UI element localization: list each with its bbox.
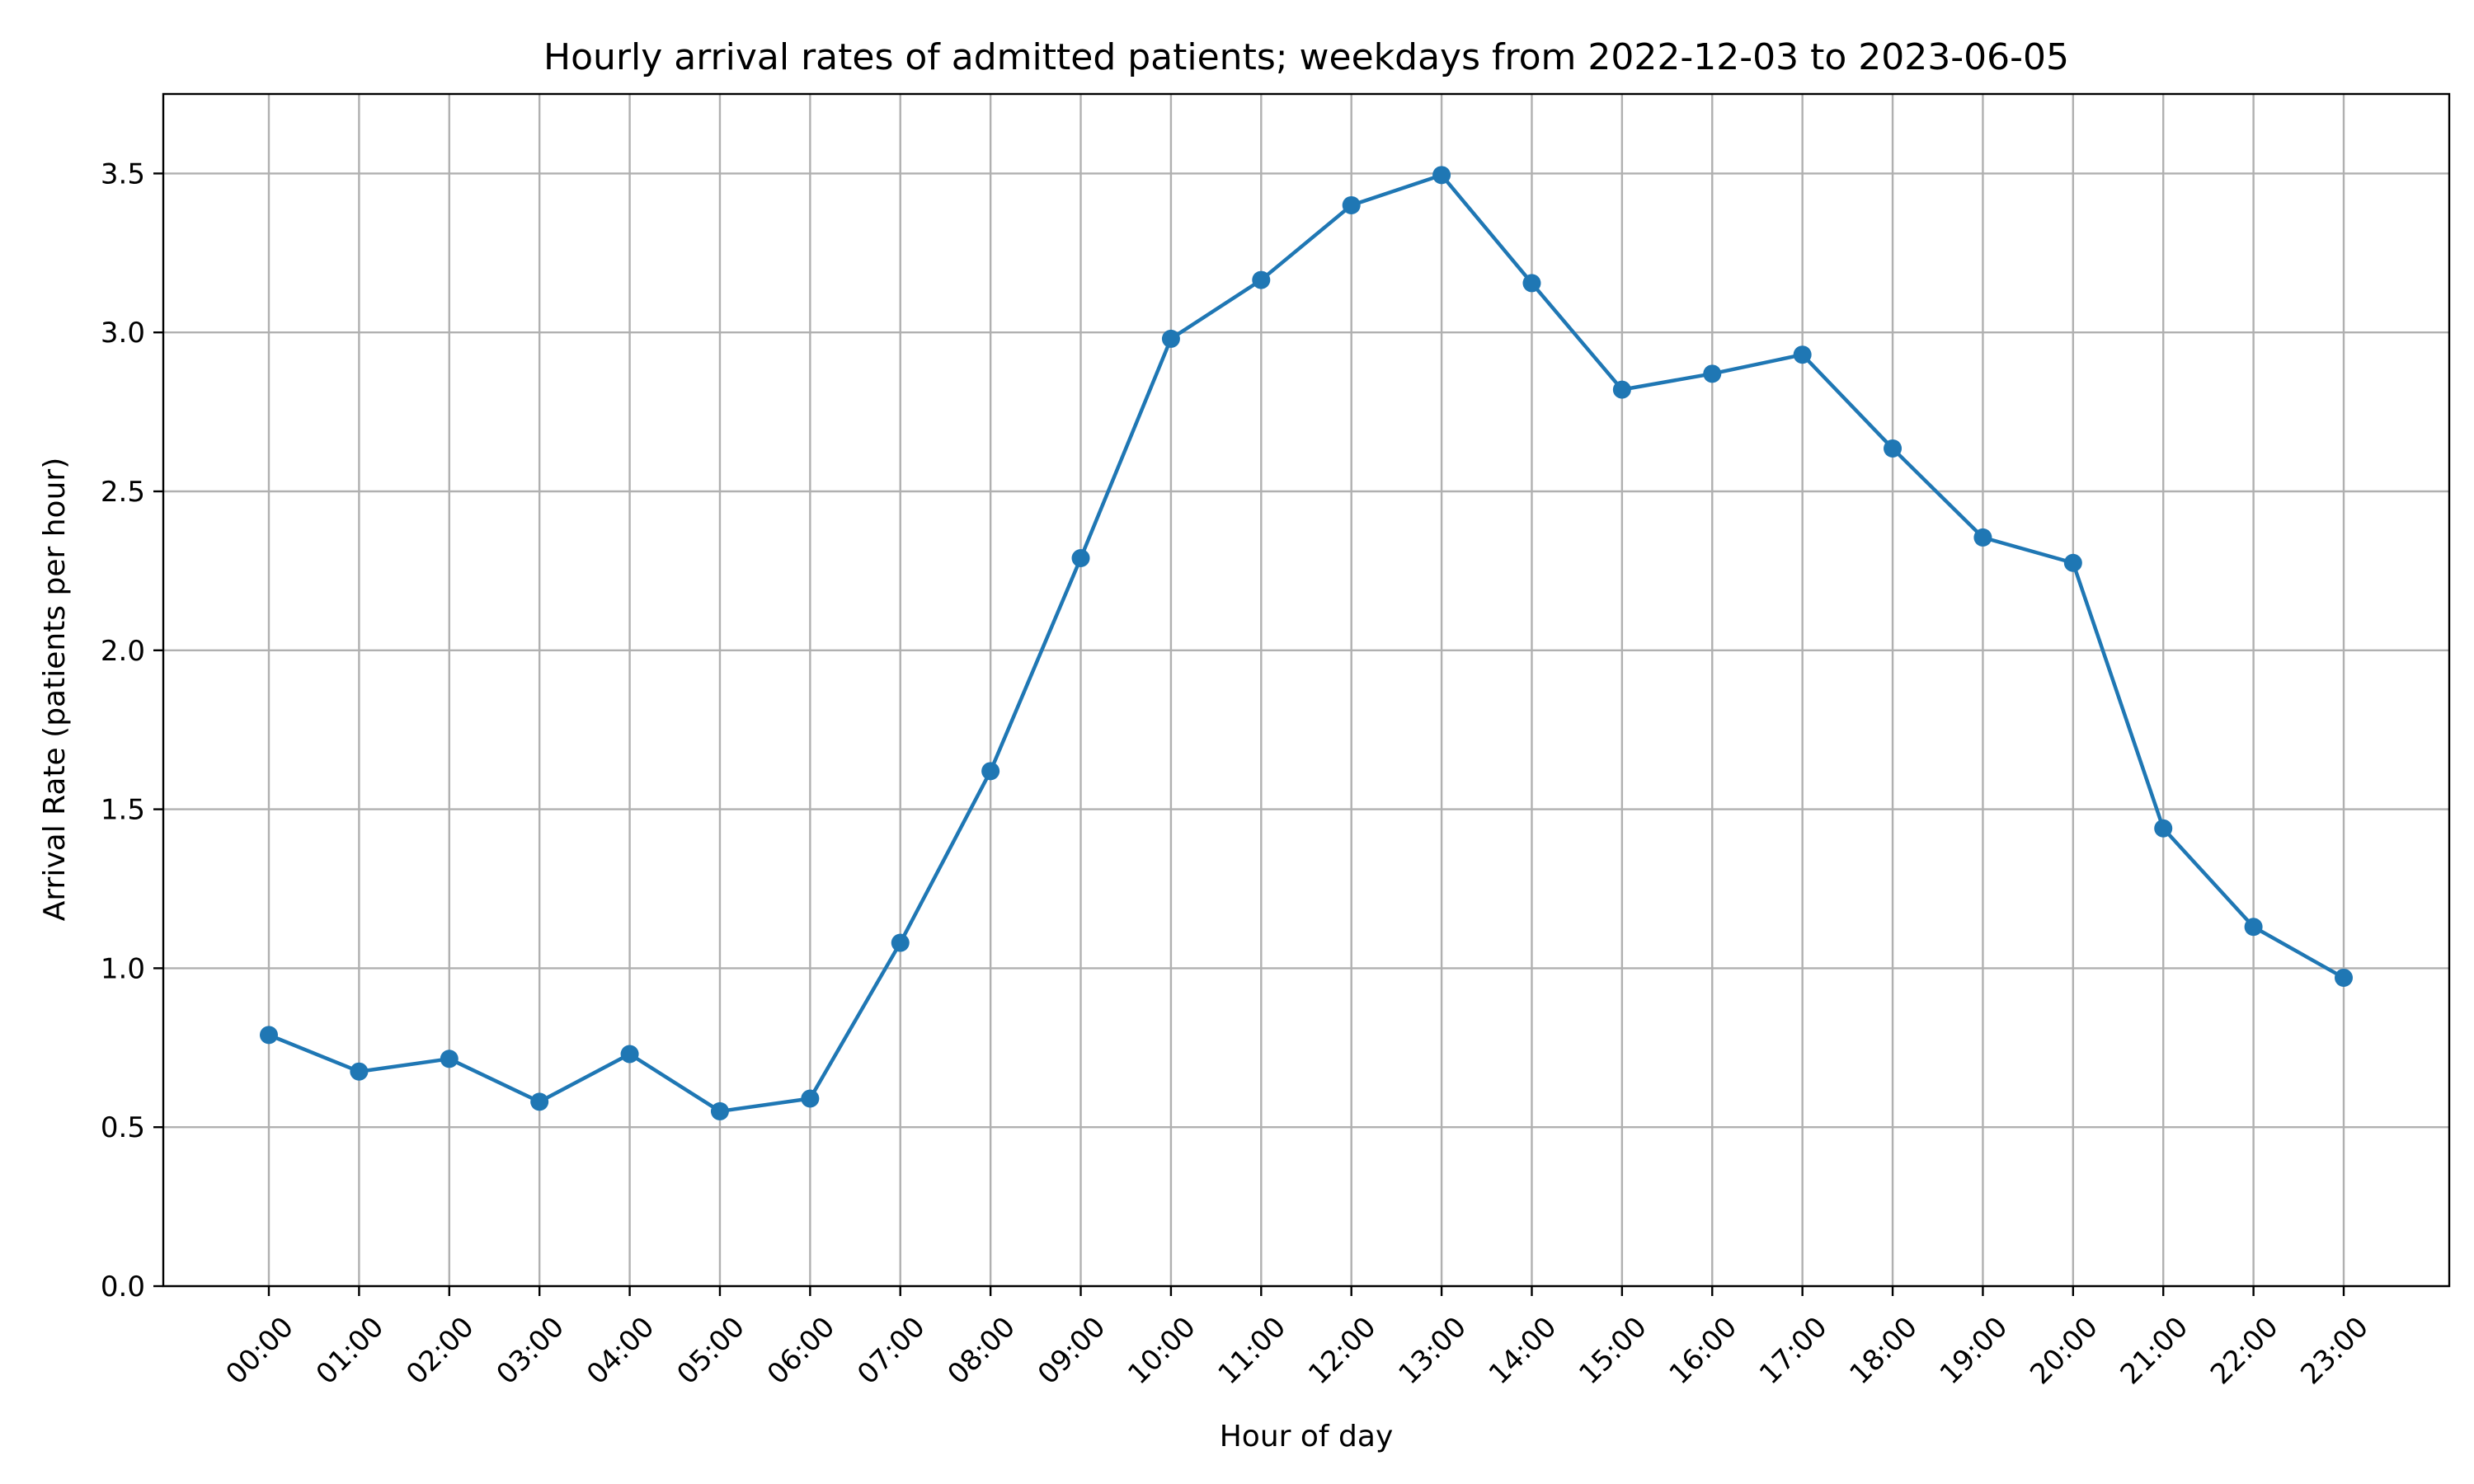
data-point xyxy=(1973,528,1992,547)
x-tick-label: 16:00 xyxy=(1663,1311,1744,1392)
x-tick-label: 08:00 xyxy=(941,1311,1022,1392)
chart-title: Hourly arrival rates of admitted patient… xyxy=(543,36,2069,78)
series-line xyxy=(268,173,2345,1114)
axes: 00:00 01:00 02:00 03:00 04:00 05:00 06:00 07:00… xyxy=(101,92,2451,1392)
x-tick-label: 00:00 xyxy=(219,1311,300,1392)
data-point xyxy=(1252,270,1271,289)
y-tick-label: 3.5 xyxy=(101,157,145,190)
x-tick-label: 13:00 xyxy=(1392,1311,1473,1392)
x-tick-label: 18:00 xyxy=(1843,1311,1924,1392)
y-tick-label: 0.0 xyxy=(101,1270,145,1303)
data-point xyxy=(260,1026,278,1045)
data-point xyxy=(1884,439,1903,458)
x-tick-label: 19:00 xyxy=(1934,1311,2015,1392)
x-tick-label: 02:00 xyxy=(400,1311,481,1392)
data-point xyxy=(440,1050,459,1068)
y-tick-label: 2.0 xyxy=(101,635,145,668)
x-tick-label: 04:00 xyxy=(581,1311,661,1392)
x-tick-label: 07:00 xyxy=(851,1311,932,1392)
y-tick-label: 1.5 xyxy=(101,794,145,827)
data-point xyxy=(530,1092,549,1111)
data-point xyxy=(1612,380,1631,399)
data-point xyxy=(1342,195,1361,214)
plot-frame xyxy=(162,92,2451,1288)
data-point xyxy=(891,933,910,952)
data-point xyxy=(620,1045,639,1064)
x-tick-label: 22:00 xyxy=(2204,1311,2285,1392)
x-tick-label: 10:00 xyxy=(1122,1311,1202,1392)
x-tick-label: 14:00 xyxy=(1483,1311,1564,1392)
x-tick-label: 09:00 xyxy=(1032,1311,1112,1392)
data-point xyxy=(1703,364,1722,383)
y-tick-label: 3.0 xyxy=(101,317,145,350)
data-point xyxy=(2154,819,2173,838)
x-tick-label: 05:00 xyxy=(670,1311,751,1392)
x-tick-label: 12:00 xyxy=(1302,1311,1383,1392)
y-tick-label: 2.5 xyxy=(101,476,145,509)
grid xyxy=(163,94,2449,1288)
y-tick-label: 1.0 xyxy=(101,952,145,985)
data-point xyxy=(2244,918,2263,937)
x-tick-label: 15:00 xyxy=(1573,1311,1653,1392)
y-axis-label: Arrival Rate (patients per hour) xyxy=(38,458,72,922)
x-tick-label: 20:00 xyxy=(2024,1311,2105,1392)
data-point xyxy=(2335,968,2353,987)
x-axis-label: Hour of day xyxy=(1220,1420,1394,1453)
x-tick-label: 17:00 xyxy=(1753,1311,1834,1392)
data-point xyxy=(1432,166,1451,185)
x-tick-label: 11:00 xyxy=(1212,1311,1293,1392)
series xyxy=(260,166,2353,1120)
data-point xyxy=(1522,274,1541,293)
y-tick-label: 0.5 xyxy=(101,1111,145,1144)
x-tick-label: 23:00 xyxy=(2294,1311,2375,1392)
data-point xyxy=(801,1089,820,1108)
x-tick-label: 06:00 xyxy=(761,1311,842,1392)
data-point xyxy=(1161,329,1180,348)
data-point xyxy=(710,1101,729,1120)
data-point xyxy=(2063,553,2082,572)
data-point xyxy=(981,762,1000,781)
data-point xyxy=(1071,548,1090,567)
data-point xyxy=(350,1062,369,1081)
x-tick-label: 01:00 xyxy=(310,1311,391,1392)
x-tick-label: 03:00 xyxy=(491,1311,571,1392)
x-tick-label: 21:00 xyxy=(2114,1311,2195,1392)
data-point xyxy=(1793,345,1812,364)
